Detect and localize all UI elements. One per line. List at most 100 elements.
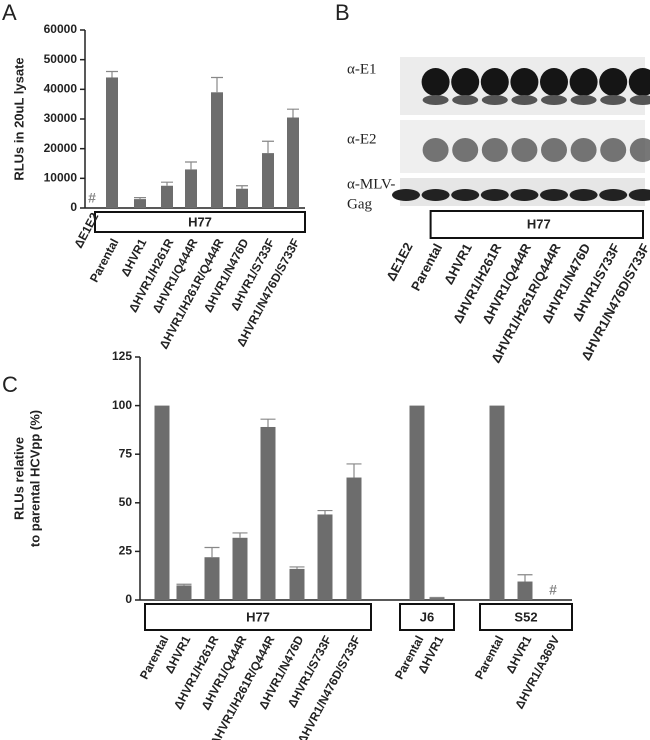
y-tick-label: 30000 bbox=[44, 111, 78, 125]
bar bbox=[260, 426, 276, 600]
blot-band bbox=[599, 189, 628, 201]
bar bbox=[185, 169, 197, 208]
error-bar bbox=[211, 76, 223, 93]
bar bbox=[134, 199, 146, 208]
bar bbox=[517, 581, 533, 600]
x-tick-label: Parental bbox=[87, 236, 122, 284]
blot-band bbox=[452, 138, 479, 162]
error-bar bbox=[287, 108, 299, 118]
y-tick-label: 25 bbox=[119, 544, 133, 558]
error-bar bbox=[317, 509, 333, 515]
y-tick-label: 125 bbox=[112, 349, 132, 363]
bar bbox=[287, 117, 299, 208]
blot-band bbox=[481, 95, 508, 105]
error-bar bbox=[204, 546, 220, 558]
blot-band bbox=[451, 68, 480, 96]
blot-band bbox=[452, 95, 479, 105]
group-box bbox=[94, 211, 306, 233]
blot-band bbox=[510, 189, 539, 201]
blot-band bbox=[570, 138, 597, 162]
error-bar bbox=[232, 532, 248, 538]
blot-band bbox=[629, 138, 650, 162]
bar bbox=[232, 537, 248, 600]
y-tick-label: 40000 bbox=[44, 82, 78, 96]
y-tick-label: 20000 bbox=[44, 141, 78, 155]
value-label: # bbox=[88, 190, 96, 206]
y-tick-label: 0 bbox=[70, 200, 77, 214]
blot-band bbox=[570, 95, 597, 105]
lane-label: ΔE1E2 bbox=[383, 240, 416, 283]
blot-band bbox=[569, 189, 598, 201]
error-bar bbox=[517, 574, 533, 582]
y-axis-label: RLUs relative bbox=[11, 437, 26, 520]
bar bbox=[154, 405, 170, 600]
y-tick-label: 10000 bbox=[44, 171, 78, 185]
y-tick-label: 60000 bbox=[44, 22, 78, 36]
bar bbox=[429, 598, 445, 600]
bar bbox=[236, 188, 248, 208]
y-tick-label: 100 bbox=[112, 398, 132, 412]
blot-band bbox=[421, 68, 450, 96]
error-bar bbox=[134, 197, 146, 200]
error-bar bbox=[236, 185, 248, 189]
blot-band bbox=[392, 189, 420, 201]
y-axis-label: RLUs in 20uL lysate bbox=[11, 57, 26, 180]
blot-band bbox=[628, 68, 650, 96]
bar bbox=[317, 514, 333, 600]
error-bar bbox=[262, 140, 274, 154]
blot-band bbox=[628, 189, 650, 201]
group-label: J6 bbox=[420, 609, 434, 624]
bar bbox=[489, 405, 505, 600]
blot-band bbox=[451, 189, 480, 201]
blot-band bbox=[422, 138, 449, 162]
y-tick-label: 50000 bbox=[44, 52, 78, 66]
blot-band bbox=[510, 68, 539, 96]
bar bbox=[176, 585, 192, 600]
blot-band bbox=[600, 138, 627, 162]
bar bbox=[106, 77, 118, 208]
panel-label: A bbox=[2, 0, 17, 25]
blot-band bbox=[540, 68, 568, 96]
error-bar bbox=[289, 566, 305, 569]
bar bbox=[211, 92, 223, 208]
probe-label: α-E2 bbox=[347, 131, 377, 147]
group-label: H77 bbox=[246, 609, 270, 624]
blot-band bbox=[481, 138, 508, 162]
blot-band bbox=[541, 138, 567, 162]
group-label: S52 bbox=[514, 609, 537, 624]
blot-band bbox=[600, 95, 627, 105]
group-label: H77 bbox=[188, 214, 212, 229]
bar bbox=[204, 557, 220, 600]
blot-band bbox=[629, 95, 650, 105]
error-bar bbox=[176, 583, 192, 586]
blot-band bbox=[569, 68, 598, 96]
bar bbox=[346, 477, 362, 600]
y-tick-label: 0 bbox=[125, 592, 132, 606]
x-tick-label: Parental bbox=[137, 633, 172, 681]
error-bar bbox=[106, 70, 118, 78]
y-axis-label: to parental HCVpp (%) bbox=[27, 410, 42, 547]
panel-label: B bbox=[335, 0, 350, 25]
error-bar bbox=[161, 181, 173, 186]
blot-band bbox=[422, 95, 449, 105]
y-tick-label: 75 bbox=[119, 446, 133, 460]
blot-band bbox=[541, 95, 567, 105]
blot-band bbox=[511, 138, 538, 162]
group-label: H77 bbox=[527, 216, 551, 231]
blot-band bbox=[511, 95, 538, 105]
probe-label: α-MLV- bbox=[347, 176, 395, 192]
y-tick-label: 50 bbox=[119, 495, 133, 509]
group-box bbox=[479, 603, 573, 631]
group-box bbox=[144, 603, 372, 631]
error-bar bbox=[260, 418, 276, 427]
panel-label: C bbox=[2, 372, 18, 397]
probe-label: Gag bbox=[347, 196, 372, 212]
blot-band bbox=[540, 189, 568, 201]
probe-label: α-E1 bbox=[347, 61, 377, 77]
x-tick-label: Parental bbox=[472, 633, 507, 681]
blot-band bbox=[480, 189, 509, 201]
value-label: # bbox=[549, 582, 557, 598]
bar bbox=[289, 568, 305, 600]
blot-band bbox=[599, 68, 628, 96]
